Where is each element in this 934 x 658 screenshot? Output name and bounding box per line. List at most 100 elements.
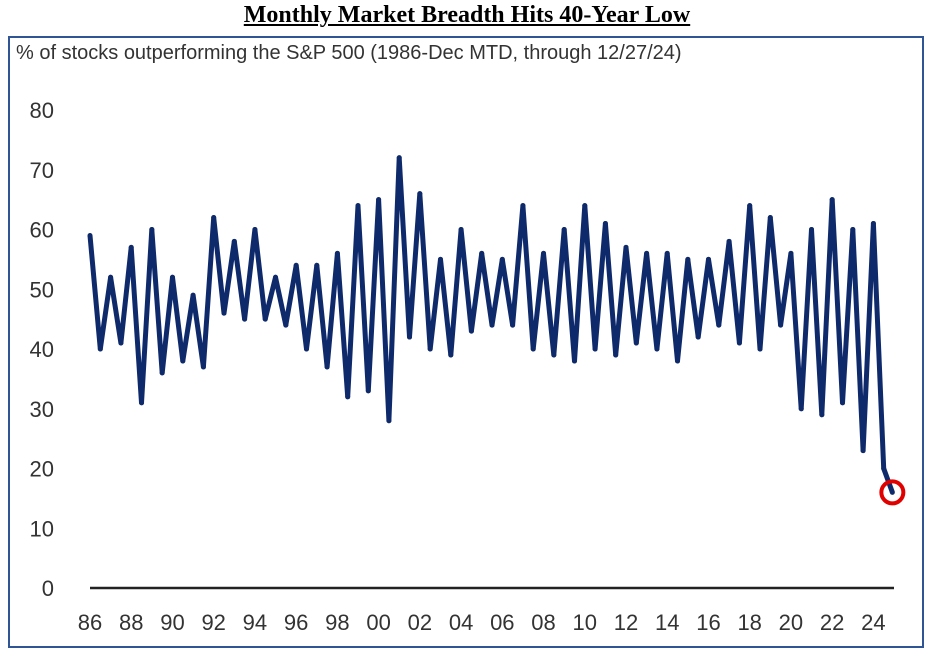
series-point [809,227,815,232]
y-tick-label: 40 [30,337,54,362]
y-tick-label: 20 [30,457,54,482]
series-point [479,250,485,256]
x-tick-label: 00 [366,610,390,635]
series-point [221,310,227,316]
y-tick-label: 10 [30,516,54,541]
series-point [437,256,443,262]
series-point [819,412,825,418]
series-point [376,197,382,203]
series-point [293,262,299,268]
y-tick-label: 30 [30,397,54,422]
series-point [108,274,114,280]
series-point [159,370,165,376]
chart-title: Monthly Market Breadth Hits 40-Year Low [243,2,691,28]
series-point [829,197,835,203]
series-point [889,489,895,495]
series-point [582,203,588,209]
series-point [386,418,392,424]
x-tick-label: 08 [531,610,555,635]
series-point [675,358,681,364]
series-point [839,400,845,406]
series-point [97,346,103,352]
series-point [602,221,608,227]
series-point [623,244,629,250]
series-point [252,227,258,232]
x-tick-label: 16 [696,610,720,635]
y-tick-label: 0 [42,576,54,601]
y-tick-label: 70 [30,158,54,183]
series-point [757,346,763,352]
chart-subtitle: % of stocks outperforming the S&P 500 (1… [16,42,682,64]
series-point [396,155,402,161]
x-tick-label: 14 [655,610,679,635]
series-point [870,221,876,227]
series-point [231,238,237,244]
series-point [262,316,268,322]
series-point [551,352,557,358]
x-tick-label: 04 [449,610,473,635]
series-points [87,155,895,495]
series-point [87,232,93,238]
series-point [200,364,206,370]
series-point [747,203,753,209]
series-point [417,191,423,197]
series-point [726,238,732,244]
series-point [190,292,196,298]
series-point [530,346,536,352]
x-tick-label: 92 [201,610,225,635]
series-point [798,406,804,412]
series-point [273,274,279,280]
series-point [345,394,351,400]
series-point [314,262,320,268]
series-point [468,328,474,334]
x-tick-label: 22 [820,610,844,635]
x-tick-label: 94 [243,610,267,635]
series-point [613,352,619,358]
series-point [705,256,711,262]
x-tick-label: 86 [78,610,102,635]
series-point [427,346,433,352]
series-point [242,316,248,322]
chart-frame: % of stocks outperforming the S&P 500 (1… [8,36,924,648]
y-tick-label: 50 [30,277,54,302]
series-point [180,358,186,364]
series-point [695,334,701,340]
series-point [458,227,464,232]
series-point [520,203,526,209]
series-point [211,215,217,221]
series-point [592,346,598,352]
series-point [499,256,505,262]
series-point [448,352,454,358]
series-point [664,250,670,256]
y-tick-label: 80 [30,98,54,123]
line-chart: 0 10 20 30 40 50 60 70 80 86 88 90 92 94 96 98 00 02 04 06… [30,98,906,635]
series-point [860,448,866,454]
series-point [139,400,145,406]
series-point [881,466,887,471]
x-tick-label: 24 [861,610,885,635]
series-point [644,250,650,256]
x-tick-label: 20 [779,610,803,635]
x-tick-label: 98 [325,610,349,635]
series-point [716,322,722,328]
series-point [633,340,639,346]
series-point [489,322,495,328]
latest-value-highlight-circle [879,479,906,506]
x-tick-label: 90 [160,610,184,635]
series-point [541,250,547,256]
series-point [736,340,742,346]
x-tick-label: 18 [737,610,761,635]
series-point [365,388,371,394]
x-tick-label: 12 [614,610,638,635]
x-tick-label: 96 [284,610,308,635]
series-point [118,340,124,346]
x-tick-label: 06 [490,610,514,635]
series-point [850,227,856,232]
series-point [778,322,784,328]
series-point [169,274,175,280]
series-point [355,203,361,209]
series-point [510,322,516,328]
series-point [149,227,155,232]
series-point [303,346,309,352]
series-point [654,346,660,352]
